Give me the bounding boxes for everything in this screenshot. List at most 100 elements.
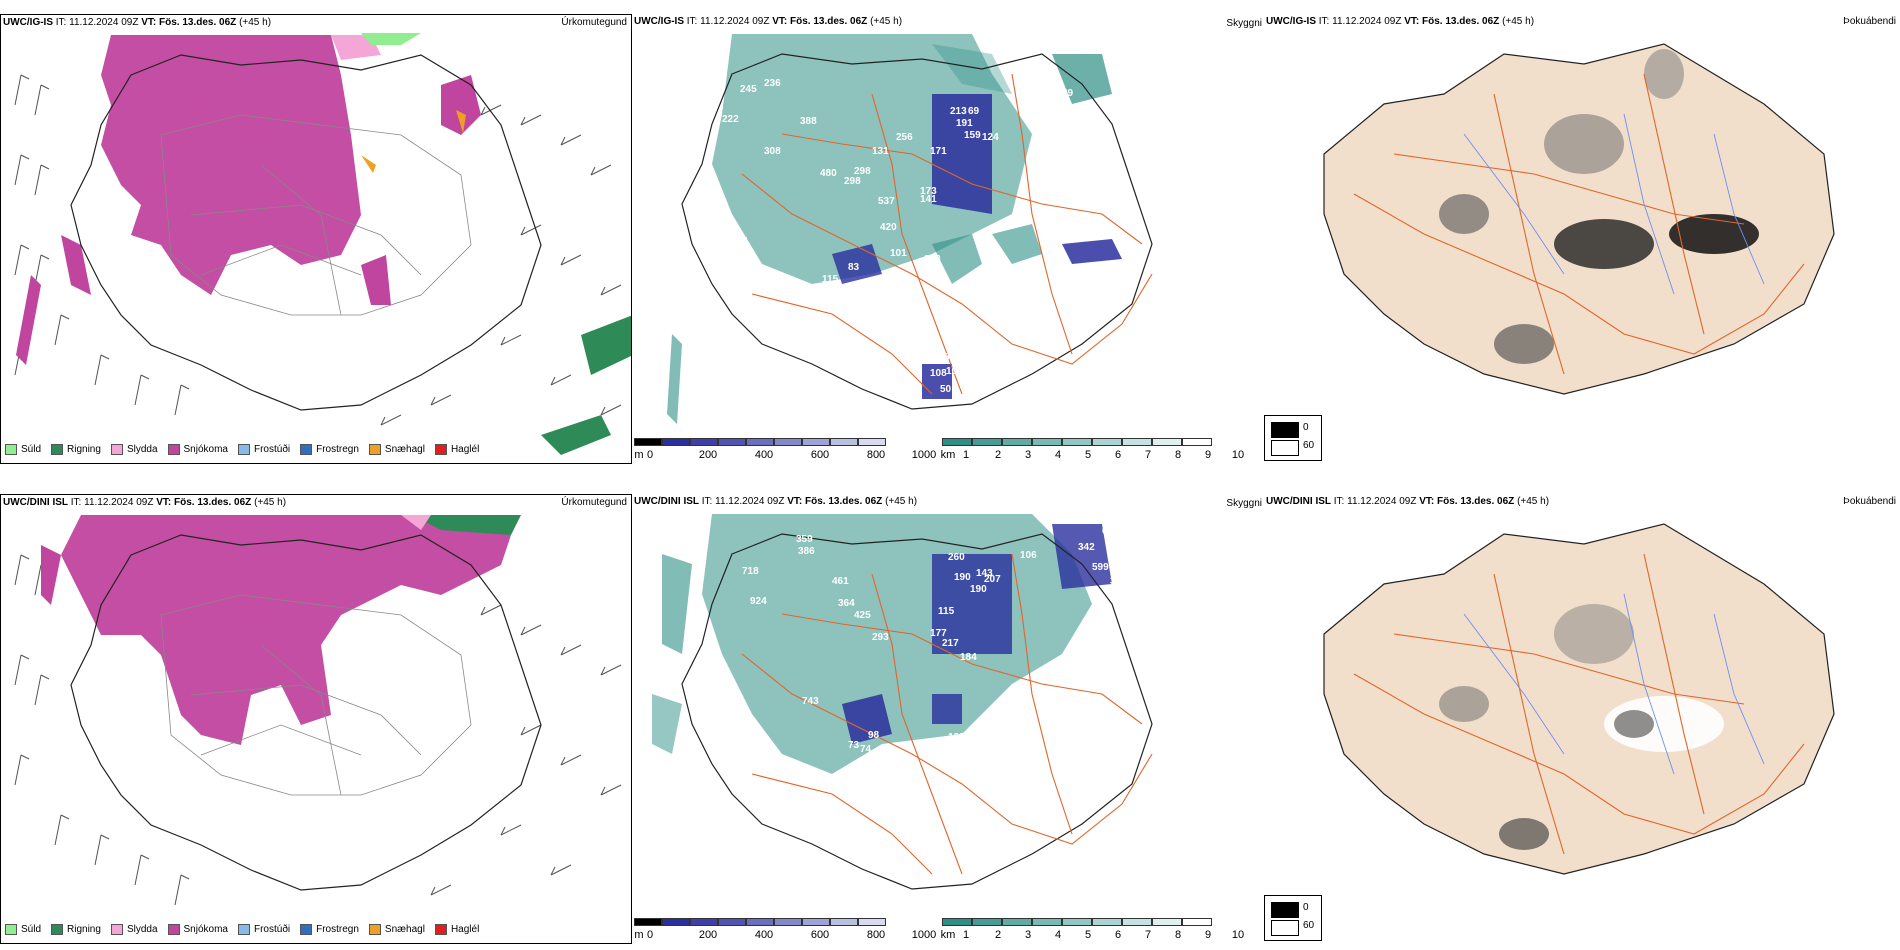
ceiling-label: 177	[930, 628, 947, 639]
ceiling-label: 141	[920, 194, 937, 205]
ceiling-colorbar: m 0 200 400 600 800 1000	[634, 438, 936, 461]
ceiling-label: 101	[890, 248, 907, 259]
ceiling-label: 131	[872, 146, 889, 157]
panel-title: UWC/DINI ISL IT: 11.12.2024 09Z VT: Fös.…	[1266, 496, 1550, 507]
ceiling-label: 256	[896, 132, 913, 143]
fog-map	[1323, 523, 1835, 875]
precip-legend: Súld Rigning Slydda Snjókoma Frostúði Fr…	[5, 924, 479, 935]
precip-map	[14, 33, 631, 455]
ceiling-label: 12	[812, 864, 824, 875]
ceiling-label: 189	[934, 746, 951, 757]
ceiling-label: 298	[844, 176, 861, 187]
ceiling-label: 173	[920, 186, 937, 197]
ceiling-label: 293	[872, 632, 889, 643]
ceiling-label: 537	[878, 196, 895, 207]
ceiling-label: 159	[964, 130, 981, 141]
ceiling-label: 124	[982, 132, 999, 143]
ceiling-label: 74	[830, 860, 842, 871]
ceiling-label: 89	[1062, 88, 1074, 99]
ceiling-label: 358	[1082, 514, 1099, 525]
ceiling-label: 101	[946, 366, 963, 377]
ceiling-label: 25	[1050, 324, 1062, 335]
ceiling-label: 480	[820, 168, 837, 179]
ceiling-label: 128	[948, 732, 965, 743]
legend-item: Súld	[5, 444, 41, 455]
ceiling-label: 690	[1102, 526, 1119, 537]
ceiling-label: 143	[976, 568, 993, 579]
legend-item: Súld	[5, 924, 41, 935]
ceiling-label: 171	[930, 146, 947, 157]
legend-item: Frostregn	[300, 444, 359, 455]
ceiling-label: 388	[800, 116, 817, 127]
ceiling-label: 420	[880, 222, 897, 233]
legend-item: Snjókoma	[167, 924, 228, 935]
legend-item: Rigning	[51, 444, 101, 455]
visibility-panel-top: UWC/IG-IS IT: 11.12.2024 09Z VT: Fös. 13…	[632, 14, 1264, 464]
legend-item: Haglél	[434, 444, 479, 455]
panel-field-name: Þokuábendi	[1843, 496, 1896, 507]
fog-key-top: 0 60	[1264, 415, 1322, 461]
panel-field-name: Skyggni	[1226, 498, 1262, 509]
ceiling-label: 260	[948, 552, 965, 563]
panel-title: UWC/DINI ISL IT: 11.12.2024 09Z VT: Fös.…	[3, 497, 287, 508]
ceiling-label: 301	[732, 236, 749, 247]
ceiling-label: 217	[942, 638, 959, 649]
ceiling-label: 190	[970, 584, 987, 595]
visibility-panel-bottom: UWC/DINI ISL IT: 11.12.2024 09Z VT: Fös.…	[632, 494, 1264, 944]
legend-item: Slydda	[110, 924, 158, 935]
visibility-map	[667, 34, 1153, 424]
precip-type-panel-top: UWC/IG-IS IT: 11.12.2024 09Z VT: Fös. 13…	[0, 14, 632, 464]
ceiling-label: 74	[860, 744, 872, 755]
fog-panel-top: UWC/IG-IS IT: 11.12.2024 09Z VT: Fös. 13…	[1264, 14, 1900, 464]
ceiling-label: 184	[960, 652, 977, 663]
ceiling-label: 56	[944, 352, 956, 363]
ceiling-label: 924	[750, 596, 767, 607]
ceiling-label: 465	[1130, 528, 1147, 539]
legend-item: Frostúði	[237, 444, 290, 455]
ceiling-label: 298	[854, 166, 871, 177]
ceiling-label: 359	[796, 534, 813, 545]
ceiling-label: 125	[988, 264, 1005, 275]
ceiling-label: 213	[950, 106, 967, 117]
ceiling-label: 96	[934, 268, 946, 279]
legend-item: Slydda	[110, 444, 158, 455]
ceiling-label: 461	[832, 576, 849, 587]
wind-barbs	[14, 74, 622, 426]
panel-field-name: Skyggni	[1226, 18, 1262, 29]
ceiling-label: 308	[764, 146, 781, 157]
fog-map	[1323, 43, 1835, 395]
ceiling-label: 91	[1108, 272, 1120, 283]
fog-panel-bottom: UWC/DINI ISL IT: 11.12.2024 09Z VT: Fös.…	[1264, 494, 1900, 944]
panel-title: UWC/DINI ISL IT: 11.12.2024 09Z VT: Fös.…	[634, 496, 918, 507]
legend-item: Frostregn	[300, 924, 359, 935]
ceiling-label: 190	[954, 572, 971, 583]
ceiling-label: 386	[798, 546, 815, 557]
ceiling-label: 245	[740, 84, 757, 95]
ceiling-label: 115	[822, 274, 839, 285]
ceiling-label: 372	[1110, 576, 1127, 587]
ceiling-label: 69	[968, 106, 980, 117]
precip-legend: Súld Rigning Slydda Snjókoma Frostúði Fr…	[5, 444, 479, 455]
ceiling-label: 236	[764, 78, 781, 89]
ceiling-label: 599	[1092, 562, 1109, 573]
legend-item: Snæhagl	[368, 444, 425, 455]
ceiling-label: 87	[1016, 308, 1028, 319]
ceiling-label: 83	[848, 262, 860, 273]
ceiling-label: 718	[742, 566, 759, 577]
legend-item: Snjókoma	[167, 444, 228, 455]
legend-item: Snæhagl	[368, 924, 425, 935]
wind-barbs	[14, 554, 622, 906]
ceiling-label: 65	[1022, 102, 1034, 113]
ceiling-label: 191	[956, 118, 973, 129]
panel-field-name: Úrkomutegund	[561, 17, 627, 28]
ceiling-label: 222	[722, 114, 739, 125]
legend-item: Haglél	[434, 924, 479, 935]
ceiling-label: 106	[1020, 550, 1037, 561]
visibility-map	[652, 514, 1153, 890]
ceiling-label: 105	[1082, 280, 1099, 291]
ceiling-label: 69	[708, 722, 720, 733]
ceiling-label: 207	[984, 574, 1001, 585]
ceiling-label: 73	[848, 740, 860, 751]
